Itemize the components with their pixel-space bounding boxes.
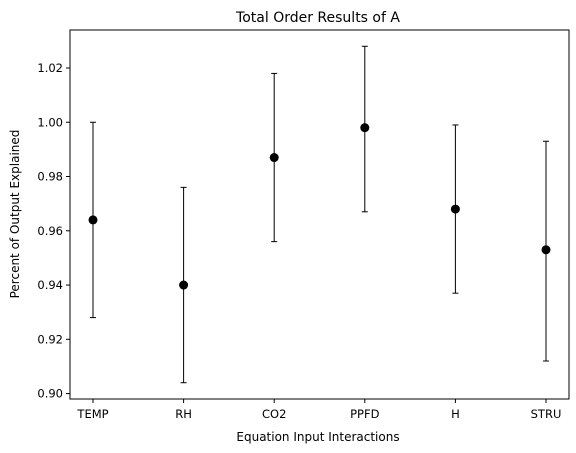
y-axis-label: Percent of Output Explained [8, 130, 22, 299]
plot-frame [69, 29, 570, 400]
y-tick-label: 0.94 [37, 278, 63, 292]
y-tick-label: 0.90 [37, 387, 63, 401]
x-tick-label: RH [175, 407, 192, 421]
data-point [179, 280, 189, 290]
data-point [450, 204, 460, 214]
y-axis: 0.90 0.92 0.94 0.96 0.98 1.00 1.02 [37, 61, 70, 401]
data-point [360, 123, 370, 133]
x-axis: TEMP RH CO2 PPFD H STRU [76, 399, 561, 421]
y-tick-label: 0.96 [37, 224, 63, 238]
x-tick-label: CO2 [262, 407, 286, 421]
y-tick-label: 0.98 [37, 170, 63, 184]
x-tick-label: TEMP [76, 407, 108, 421]
plot-area [88, 45, 551, 384]
x-axis-label: Equation Input Interactions [236, 430, 399, 444]
data-point [88, 215, 98, 225]
x-tick-label: PPFD [350, 407, 379, 421]
data-point [541, 245, 551, 255]
y-tick-label: 0.92 [37, 332, 63, 346]
data-point [269, 153, 279, 163]
x-tick-label: STRU [531, 407, 562, 421]
chart-title: Total Order Results of A [235, 10, 400, 26]
y-tick-label: 1.00 [37, 115, 63, 129]
x-tick-label: H [451, 407, 460, 421]
y-tick-label: 1.02 [37, 61, 63, 75]
